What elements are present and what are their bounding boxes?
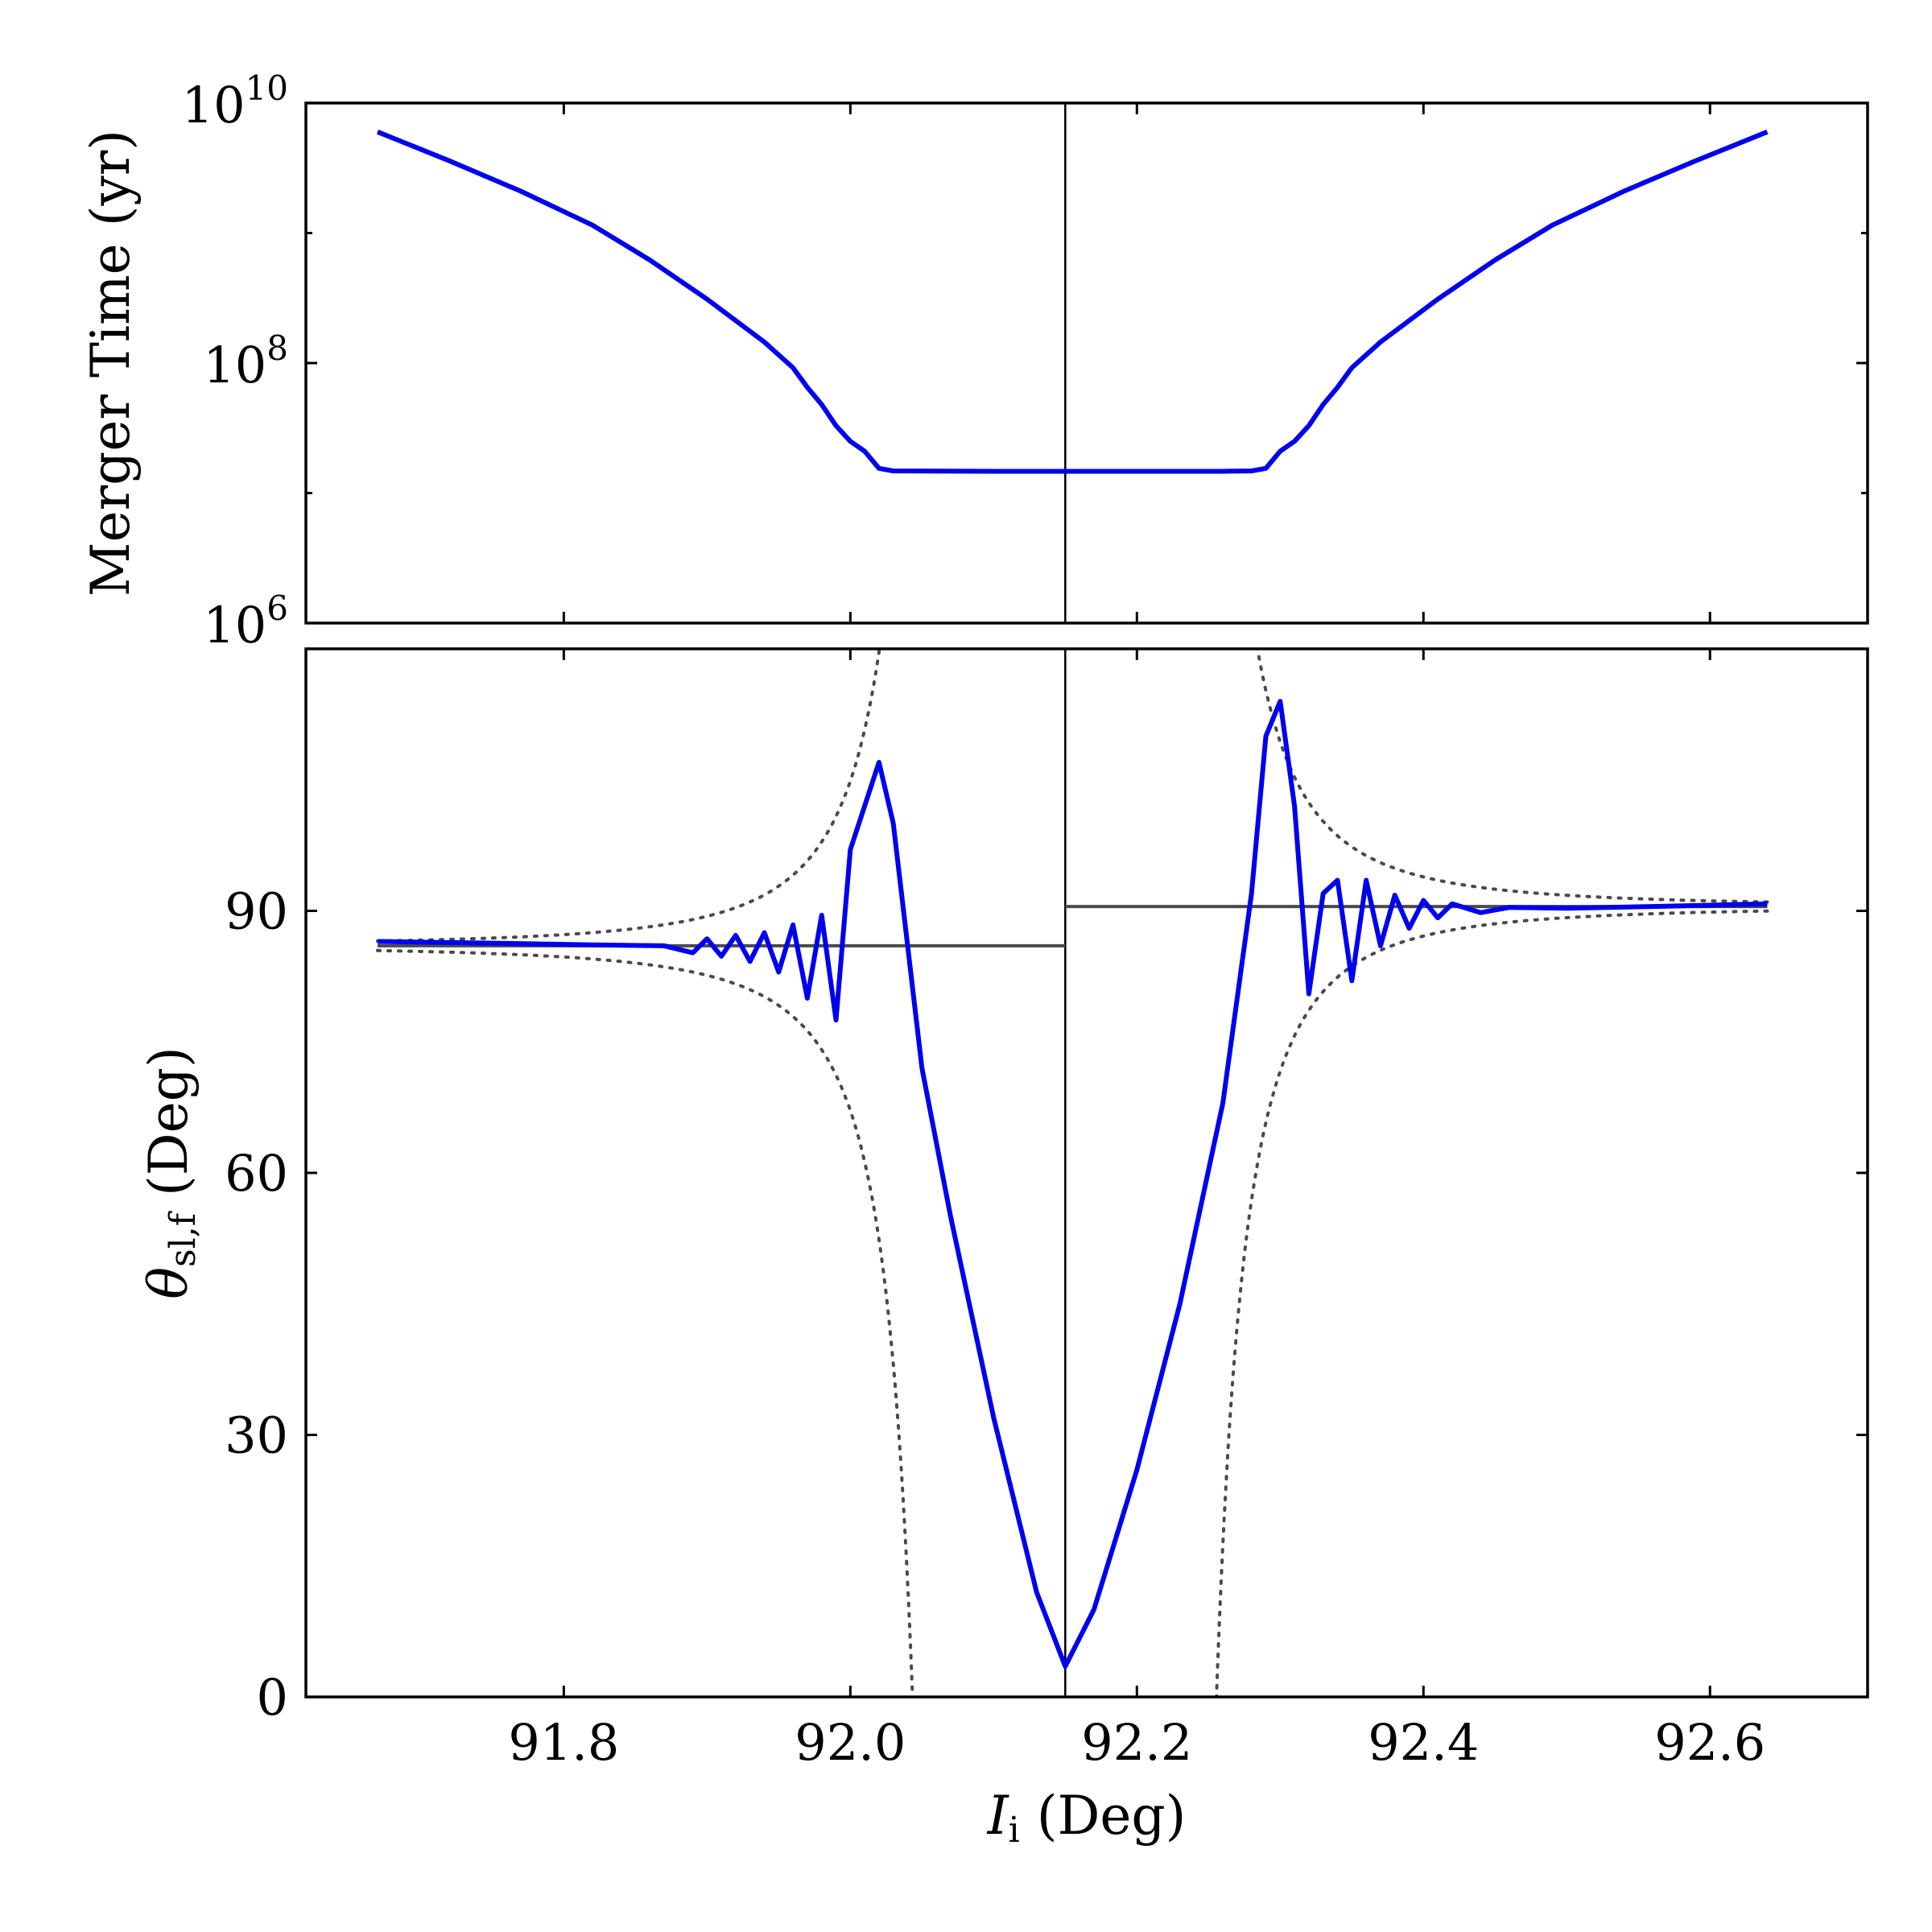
x-tick-label-0: 91.8 [508, 1713, 619, 1772]
top-y-tick-base-1: 10 [203, 336, 266, 394]
top-frame [304, 101, 1869, 625]
envelope-left-lower [376, 948, 914, 1697]
y-tick-label-3: 90 [225, 882, 288, 941]
bottom-y-axis-label: θsl,f (Deg) [138, 1046, 204, 1298]
x-axis-label-sub: i [1009, 1810, 1020, 1851]
top-y-tick-label-0: 106 [203, 588, 288, 654]
x-tick-label-3: 92.4 [1368, 1713, 1479, 1772]
top-y-tick-label-1: 108 [203, 328, 288, 394]
bottom-x-tick-labels: 91.8 92.0 92.2 92.4 92.6 [508, 1713, 1765, 1772]
bottom-frame [304, 647, 1869, 1699]
x-axis-label-main: I [987, 1785, 1010, 1847]
top-ticks [306, 101, 1868, 625]
x-axis-label: Ii (Deg) [987, 1785, 1187, 1851]
bottom-y-tick-labels: 0 30 60 90 [225, 882, 288, 1728]
theta-final-line [377, 699, 1768, 1669]
top-y-tick-exp-0: 6 [266, 588, 288, 628]
top-y-tick-label-2: 1010 [182, 68, 288, 134]
top-plot-area [376, 103, 1769, 623]
y-axis-label-main: θ [138, 1267, 200, 1299]
bottom-plot-area [376, 649, 1769, 1697]
bottom-panel: 0 30 60 90 91.8 92.0 92.2 92.4 92.6 Ii (Deg) θs… [138, 647, 1869, 1851]
top-y-tick-exp-2: 10 [246, 68, 288, 108]
envelope-right-upper [1256, 649, 1769, 904]
y-axis-label-sub: sl,f [163, 1211, 204, 1267]
top-y-axis-label: Merger Time (yr) [80, 130, 142, 597]
top-y-tick-exp-1: 8 [266, 328, 288, 368]
y-tick-label-0: 0 [257, 1668, 288, 1727]
top-y-tick-base-2: 10 [182, 76, 246, 134]
x-tick-label-2: 92.2 [1081, 1713, 1192, 1772]
x-tick-label-1: 92.0 [795, 1713, 906, 1772]
top-y-tick-base-0: 10 [203, 596, 266, 654]
top-merger-time-line [376, 130, 1769, 474]
y-tick-label-1: 30 [225, 1406, 288, 1465]
y-axis-label-unit: (Deg) [138, 1046, 200, 1213]
x-tick-label-4: 92.6 [1654, 1713, 1765, 1772]
envelope-right-lower [1215, 909, 1769, 1697]
x-axis-label-unit: (Deg) [1020, 1785, 1187, 1847]
y-tick-label-2: 60 [225, 1144, 288, 1203]
bottom-ticks [306, 649, 1868, 1699]
